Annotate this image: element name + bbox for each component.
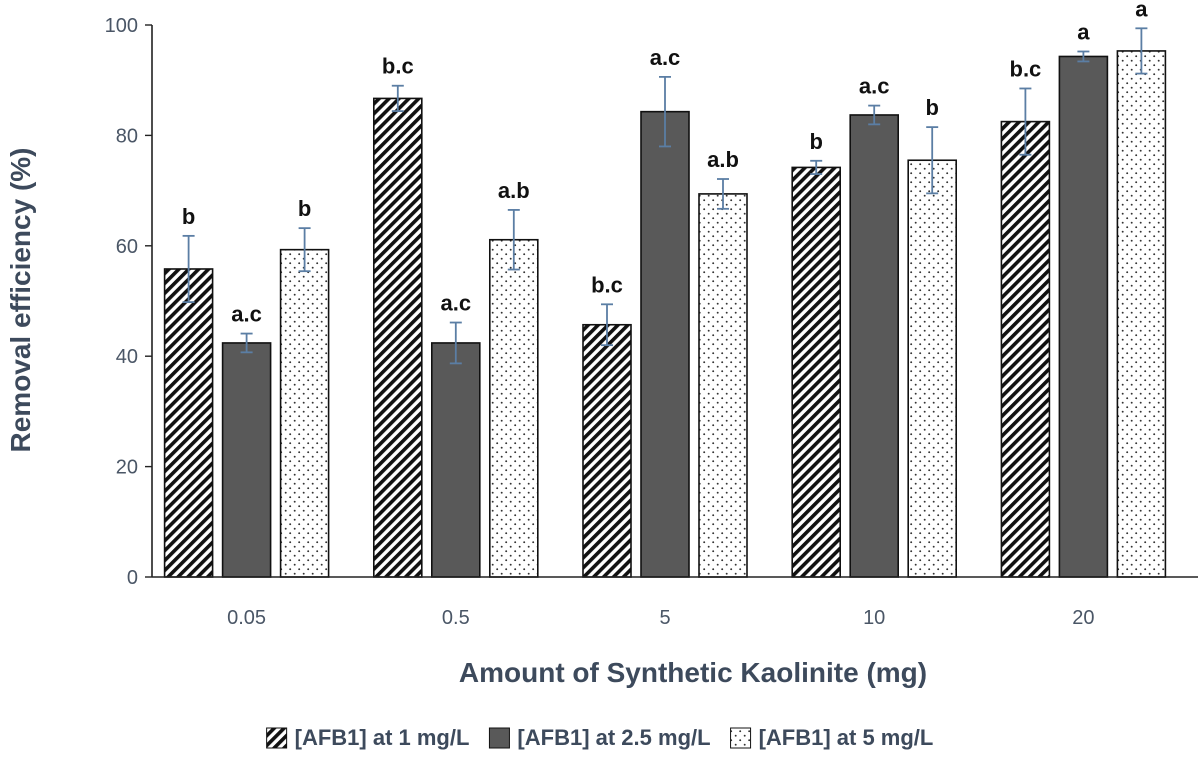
bar-s3-20 bbox=[1116, 50, 1167, 578]
sig-label-s1-5: b.c bbox=[591, 272, 623, 297]
error-bars-layer bbox=[182, 27, 1148, 365]
sig-label-s1-20: b.c bbox=[1010, 56, 1042, 81]
bar-s2-0.5 bbox=[430, 342, 481, 578]
bar-s1-0.05 bbox=[163, 268, 214, 578]
sig-label-s2-10: a.c bbox=[859, 74, 890, 99]
bar-s3-5 bbox=[698, 193, 748, 578]
y-axis-title: Removal efficiency (%) bbox=[5, 148, 36, 453]
y-tick-label-0: 0 bbox=[127, 567, 138, 589]
bar-s3-0.5 bbox=[488, 238, 539, 578]
sig-label-s1-10: b bbox=[809, 129, 822, 154]
sig-label-s2-0.05: a.c bbox=[231, 302, 262, 327]
sig-label-s2-5: a.c bbox=[650, 45, 681, 70]
x-tick-label-20: 20 bbox=[1072, 607, 1094, 629]
sig-label-s2-20: a bbox=[1077, 19, 1090, 44]
x-tick-label-0.05: 0.05 bbox=[227, 607, 266, 629]
sig-label-s3-20: a bbox=[1135, 0, 1148, 21]
legend-label-3: [AFB1] at 5 mg/L bbox=[759, 725, 934, 750]
sig-label-s3-5: a.b bbox=[707, 147, 739, 172]
significance-labels-layer: b a.c b b.c a.c a.b b.c a.c a.b b a.c b b.c a a bbox=[182, 0, 1148, 327]
y-axis-ticks: 0 20 40 60 80 100 bbox=[105, 15, 152, 589]
legend-label-1: [AFB1] at 1 mg/L bbox=[295, 725, 470, 750]
x-axis-tick-labels: 0.05 0.5 5 10 20 bbox=[227, 607, 1094, 629]
legend-swatch-2 bbox=[488, 727, 510, 749]
y-tick-label-20: 20 bbox=[116, 457, 138, 479]
bar-s2-5 bbox=[640, 110, 690, 578]
bar-s3-0.05 bbox=[279, 248, 330, 578]
bar-s1-10 bbox=[791, 166, 842, 578]
legend-swatch-1 bbox=[266, 727, 288, 749]
x-tick-label-0.5: 0.5 bbox=[442, 607, 470, 629]
bar-s3-10 bbox=[907, 159, 958, 578]
legend-swatch-3 bbox=[730, 727, 752, 749]
bar-s2-10 bbox=[849, 114, 900, 578]
x-tick-label-5: 5 bbox=[659, 607, 670, 629]
sig-label-s1-0.5: b.c bbox=[382, 54, 414, 79]
bar-s1-20 bbox=[1000, 120, 1051, 578]
bar-s1-0.5 bbox=[372, 97, 423, 578]
sig-label-s1-0.05: b bbox=[182, 204, 195, 229]
legend-label-2: [AFB1] at 2.5 mg/L bbox=[517, 725, 710, 750]
sig-label-s2-0.5: a.c bbox=[441, 291, 472, 316]
bar-s2-20 bbox=[1058, 55, 1109, 578]
y-tick-label-80: 80 bbox=[116, 125, 138, 147]
sig-label-s3-10: b bbox=[925, 95, 938, 120]
x-axis-title: Amount of Synthetic Kaolinite (mg) bbox=[459, 657, 927, 688]
bar-s2-0.05 bbox=[221, 342, 272, 578]
legend: [AFB1] at 1 mg/L [AFB1] at 2.5 mg/L [AFB1]… bbox=[266, 725, 934, 750]
sig-label-s3-0.05: b bbox=[298, 196, 311, 221]
y-tick-label-40: 40 bbox=[116, 346, 138, 368]
x-tick-label-10: 10 bbox=[863, 607, 885, 629]
y-tick-label-60: 60 bbox=[116, 236, 138, 258]
y-tick-label-100: 100 bbox=[105, 15, 138, 37]
bar-s1-5 bbox=[582, 323, 632, 578]
sig-label-s3-0.5: a.b bbox=[498, 178, 530, 203]
